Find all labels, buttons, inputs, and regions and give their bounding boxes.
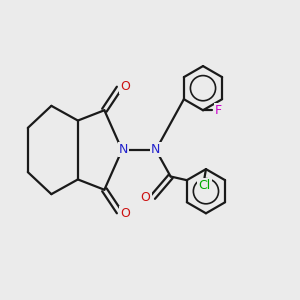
Text: F: F [215, 104, 222, 117]
Text: O: O [141, 190, 151, 204]
Text: Cl: Cl [198, 179, 211, 192]
Text: O: O [120, 207, 130, 220]
Text: O: O [120, 80, 130, 93]
Text: N: N [151, 143, 160, 157]
Text: N: N [119, 143, 128, 157]
